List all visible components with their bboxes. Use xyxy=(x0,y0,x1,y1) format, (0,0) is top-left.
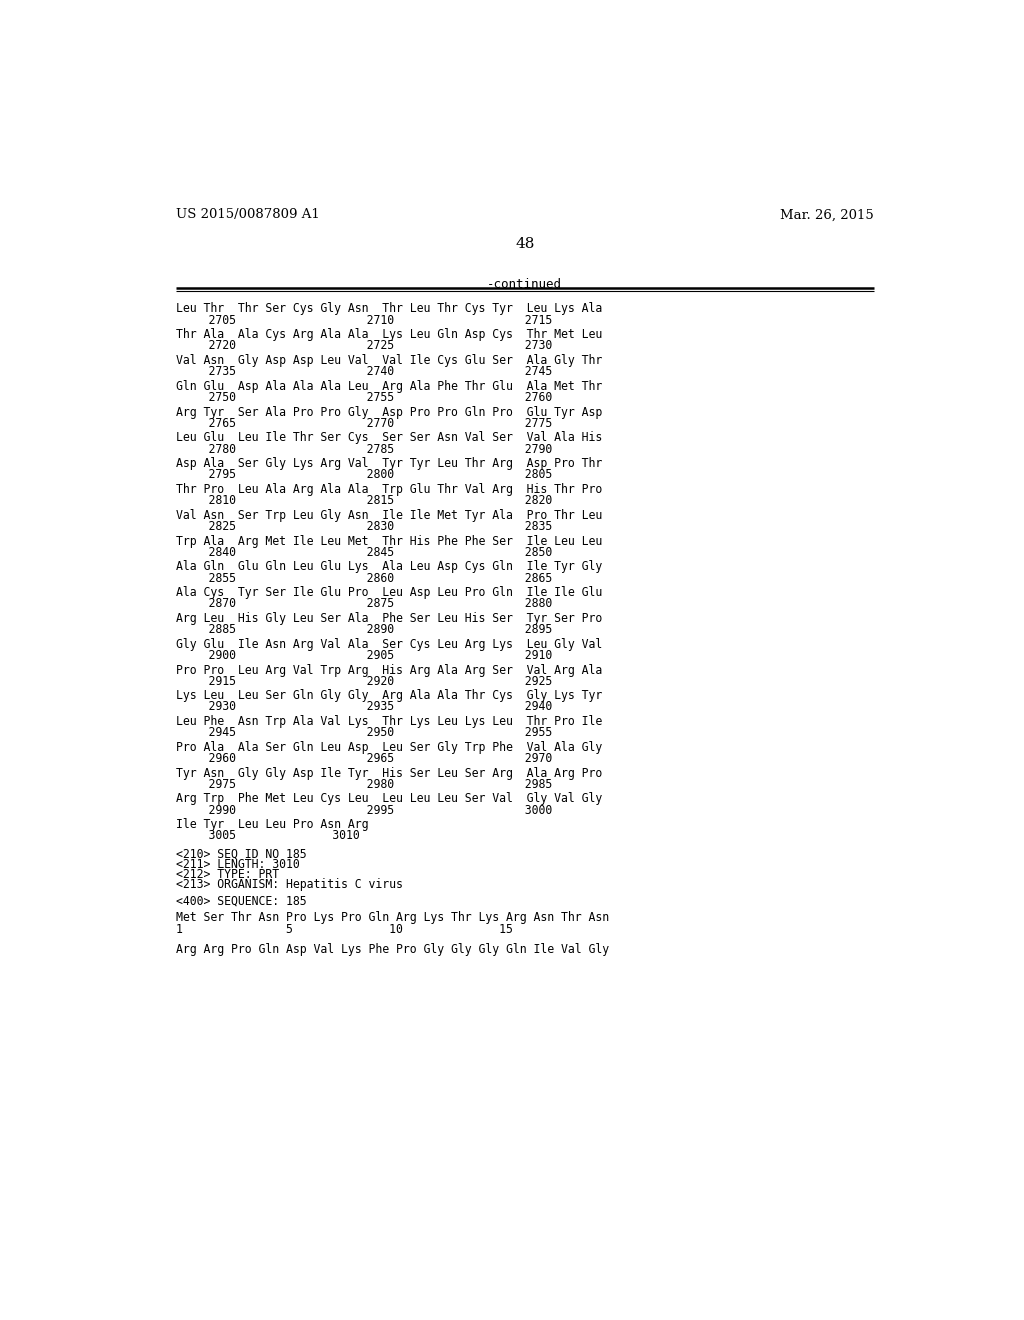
Text: 1               5              10              15: 1 5 10 15 xyxy=(176,923,513,936)
Text: <213> ORGANISM: Hepatitis C virus: <213> ORGANISM: Hepatitis C virus xyxy=(176,878,402,891)
Text: 2930                   2935                   2940: 2930 2935 2940 xyxy=(180,701,552,714)
Text: Thr Ala  Ala Cys Arg Ala Ala  Lys Leu Gln Asp Cys  Thr Met Leu: Thr Ala Ala Cys Arg Ala Ala Lys Leu Gln … xyxy=(176,329,602,341)
Text: Leu Phe  Asn Trp Ala Val Lys  Thr Lys Leu Lys Leu  Thr Pro Ile: Leu Phe Asn Trp Ala Val Lys Thr Lys Leu … xyxy=(176,715,602,729)
Text: <400> SEQUENCE: 185: <400> SEQUENCE: 185 xyxy=(176,895,306,908)
Text: Lys Leu  Leu Ser Gln Gly Gly  Arg Ala Ala Thr Cys  Gly Lys Tyr: Lys Leu Leu Ser Gln Gly Gly Arg Ala Ala … xyxy=(176,689,602,702)
Text: Leu Glu  Leu Ile Thr Ser Cys  Ser Ser Asn Val Ser  Val Ala His: Leu Glu Leu Ile Thr Ser Cys Ser Ser Asn … xyxy=(176,432,602,445)
Text: Val Asn  Ser Trp Leu Gly Asn  Ile Ile Met Tyr Ala  Pro Thr Leu: Val Asn Ser Trp Leu Gly Asn Ile Ile Met … xyxy=(176,508,602,521)
Text: Tyr Asn  Gly Gly Asp Ile Tyr  His Ser Leu Ser Arg  Ala Arg Pro: Tyr Asn Gly Gly Asp Ile Tyr His Ser Leu … xyxy=(176,767,602,780)
Text: <211> LENGTH: 3010: <211> LENGTH: 3010 xyxy=(176,858,300,871)
Text: <210> SEQ ID NO 185: <210> SEQ ID NO 185 xyxy=(176,847,306,861)
Text: Ile Tyr  Leu Leu Pro Asn Arg: Ile Tyr Leu Leu Pro Asn Arg xyxy=(176,818,369,832)
Text: 2840                   2845                   2850: 2840 2845 2850 xyxy=(180,545,552,558)
Text: 2945                   2950                   2955: 2945 2950 2955 xyxy=(180,726,552,739)
Text: 2990                   2995                   3000: 2990 2995 3000 xyxy=(180,804,552,817)
Text: Pro Ala  Ala Ser Gln Leu Asp  Leu Ser Gly Trp Phe  Val Ala Gly: Pro Ala Ala Ser Gln Leu Asp Leu Ser Gly … xyxy=(176,741,602,754)
Text: 2735                   2740                   2745: 2735 2740 2745 xyxy=(180,366,552,378)
Text: Gly Glu  Ile Asn Arg Val Ala  Ser Cys Leu Arg Lys  Leu Gly Val: Gly Glu Ile Asn Arg Val Ala Ser Cys Leu … xyxy=(176,638,602,651)
Text: Arg Trp  Phe Met Leu Cys Leu  Leu Leu Leu Ser Val  Gly Val Gly: Arg Trp Phe Met Leu Cys Leu Leu Leu Leu … xyxy=(176,792,602,805)
Text: 48: 48 xyxy=(515,238,535,251)
Text: 2960                   2965                   2970: 2960 2965 2970 xyxy=(180,752,552,766)
Text: -continued: -continued xyxy=(487,277,562,290)
Text: Arg Leu  His Gly Leu Ser Ala  Phe Ser Leu His Ser  Tyr Ser Pro: Arg Leu His Gly Leu Ser Ala Phe Ser Leu … xyxy=(176,612,602,624)
Text: Pro Pro  Leu Arg Val Trp Arg  His Arg Ala Arg Ser  Val Arg Ala: Pro Pro Leu Arg Val Trp Arg His Arg Ala … xyxy=(176,664,602,677)
Text: Leu Thr  Thr Ser Cys Gly Asn  Thr Leu Thr Cys Tyr  Leu Lys Ala: Leu Thr Thr Ser Cys Gly Asn Thr Leu Thr … xyxy=(176,302,602,315)
Text: 2810                   2815                   2820: 2810 2815 2820 xyxy=(180,494,552,507)
Text: Gln Glu  Asp Ala Ala Ala Leu  Arg Ala Phe Thr Glu  Ala Met Thr: Gln Glu Asp Ala Ala Ala Leu Arg Ala Phe … xyxy=(176,380,602,393)
Text: 2825                   2830                   2835: 2825 2830 2835 xyxy=(180,520,552,533)
Text: 2795                   2800                   2805: 2795 2800 2805 xyxy=(180,469,552,482)
Text: 2975                   2980                   2985: 2975 2980 2985 xyxy=(180,777,552,791)
Text: 2915                   2920                   2925: 2915 2920 2925 xyxy=(180,675,552,688)
Text: US 2015/0087809 A1: US 2015/0087809 A1 xyxy=(176,209,319,222)
Text: Arg Arg Pro Gln Asp Val Lys Phe Pro Gly Gly Gly Gln Ile Val Gly: Arg Arg Pro Gln Asp Val Lys Phe Pro Gly … xyxy=(176,944,609,957)
Text: Met Ser Thr Asn Pro Lys Pro Gln Arg Lys Thr Lys Arg Asn Thr Asn: Met Ser Thr Asn Pro Lys Pro Gln Arg Lys … xyxy=(176,911,609,924)
Text: 2750                   2755                   2760: 2750 2755 2760 xyxy=(180,391,552,404)
Text: Val Asn  Gly Asp Asp Leu Val  Val Ile Cys Glu Ser  Ala Gly Thr: Val Asn Gly Asp Asp Leu Val Val Ile Cys … xyxy=(176,354,602,367)
Text: 2780                   2785                   2790: 2780 2785 2790 xyxy=(180,442,552,455)
Text: Arg Tyr  Ser Ala Pro Pro Gly  Asp Pro Pro Gln Pro  Glu Tyr Asp: Arg Tyr Ser Ala Pro Pro Gly Asp Pro Pro … xyxy=(176,405,602,418)
Text: Asp Ala  Ser Gly Lys Arg Val  Tyr Tyr Leu Thr Arg  Asp Pro Thr: Asp Ala Ser Gly Lys Arg Val Tyr Tyr Leu … xyxy=(176,457,602,470)
Text: 2885                   2890                   2895: 2885 2890 2895 xyxy=(180,623,552,636)
Text: 2705                   2710                   2715: 2705 2710 2715 xyxy=(180,314,552,326)
Text: 2765                   2770                   2775: 2765 2770 2775 xyxy=(180,417,552,430)
Text: 2720                   2725                   2730: 2720 2725 2730 xyxy=(180,339,552,352)
Text: <212> TYPE: PRT: <212> TYPE: PRT xyxy=(176,869,280,880)
Text: Trp Ala  Arg Met Ile Leu Met  Thr His Phe Phe Ser  Ile Leu Leu: Trp Ala Arg Met Ile Leu Met Thr His Phe … xyxy=(176,535,602,548)
Text: 2900                   2905                   2910: 2900 2905 2910 xyxy=(180,649,552,661)
Text: 2855                   2860                   2865: 2855 2860 2865 xyxy=(180,572,552,585)
Text: 2870                   2875                   2880: 2870 2875 2880 xyxy=(180,598,552,610)
Text: Ala Gln  Glu Gln Leu Glu Lys  Ala Leu Asp Cys Gln  Ile Tyr Gly: Ala Gln Glu Gln Leu Glu Lys Ala Leu Asp … xyxy=(176,561,602,573)
Text: 3005              3010: 3005 3010 xyxy=(180,829,359,842)
Text: Thr Pro  Leu Ala Arg Ala Ala  Trp Glu Thr Val Arg  His Thr Pro: Thr Pro Leu Ala Arg Ala Ala Trp Glu Thr … xyxy=(176,483,602,496)
Text: Mar. 26, 2015: Mar. 26, 2015 xyxy=(780,209,873,222)
Text: Ala Cys  Tyr Ser Ile Glu Pro  Leu Asp Leu Pro Gln  Ile Ile Glu: Ala Cys Tyr Ser Ile Glu Pro Leu Asp Leu … xyxy=(176,586,602,599)
